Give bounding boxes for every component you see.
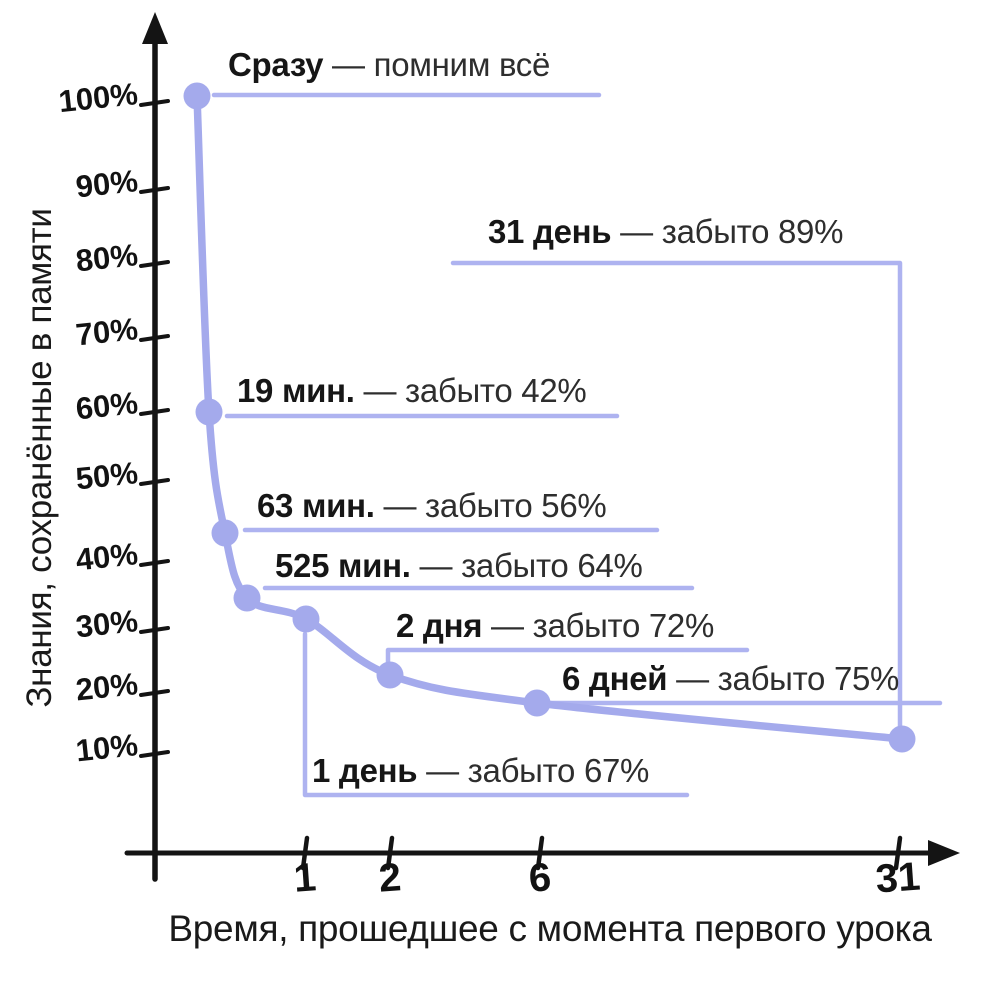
x-axis-tick [300, 835, 310, 871]
y-axis-tick [139, 260, 170, 268]
x-axis-title: Время, прошедшее с момента первого урока [168, 908, 932, 949]
data-point-dot [195, 398, 223, 426]
y-axis-tick [139, 99, 170, 107]
annotation-6-days: 6 дней — забыто 75% [562, 660, 899, 698]
axes-group [124, 12, 960, 882]
annotation-value-label: — забыто 75% [667, 660, 900, 697]
annotation-time-label: 31 день [488, 213, 612, 250]
y-axis-tick [139, 186, 170, 194]
y-axis-arrow-icon [142, 12, 168, 44]
y-axis-tick [139, 750, 170, 758]
x-axis-tick [893, 835, 903, 871]
annotation-time-label: 1 день [312, 752, 418, 789]
x-tick-label-31: 31 [874, 854, 922, 902]
x-tick-label-2: 2 [377, 855, 403, 901]
data-point-dot [233, 584, 261, 612]
forgetting-curve-line [193, 92, 906, 743]
data-point-dot [376, 661, 404, 689]
curve-group [183, 82, 916, 753]
annotation-value-label: — помним всё [323, 46, 551, 83]
y-axis-tick [139, 689, 170, 697]
annotation-time-label: 525 мин. [275, 547, 411, 584]
ticks-group [139, 99, 903, 871]
data-point-dot [888, 725, 916, 753]
data-point-dot [183, 82, 211, 110]
annotation-525-min: 525 мин. — забыто 64% [275, 547, 643, 585]
data-point-dot [523, 689, 551, 717]
data-point-dot [292, 605, 320, 633]
leader-lines-group [211, 92, 943, 798]
annotation-value-label: — забыто 89% [611, 213, 844, 250]
annotation-value-label: — забыто 67% [417, 752, 650, 789]
annotation-value-label: — забыто 72% [482, 607, 715, 644]
annotation-leader-line [450, 260, 903, 730]
x-axis-tick [535, 835, 545, 871]
y-axis-tick [139, 478, 170, 486]
annotation-value-label: — забыто 42% [354, 372, 587, 409]
annotation-time-label: 19 мин. [237, 372, 355, 409]
y-axis-tick [139, 626, 170, 634]
annotation-immediately: Сразу — помним всё [228, 46, 550, 84]
annotation-time-label: Сразу [228, 46, 324, 83]
annotation-time-label: 63 мин. [257, 487, 375, 524]
y-axis-tick [139, 559, 170, 567]
annotation-value-label: — забыто 64% [410, 547, 643, 584]
y-axis-tick [139, 334, 170, 342]
annotation-31-days: 31 день — забыто 89% [488, 213, 843, 251]
annotation-2-days: 2 дня — забыто 72% [396, 607, 714, 645]
annotation-value-label: — забыто 56% [374, 487, 607, 524]
data-point-dot [211, 519, 239, 547]
x-axis-arrow-icon [928, 840, 960, 866]
y-axis-tick [139, 408, 170, 416]
annotation-leader-line [302, 631, 690, 798]
annotation-19-min: 19 мин. — забыто 42% [237, 372, 587, 410]
x-tick-label-1: 1 [292, 855, 318, 901]
annotation-1-day: 1 день — забыто 67% [312, 752, 649, 790]
annotation-leader-line [385, 647, 750, 668]
y-axis-title: Знания, сохранённые в памяти [20, 208, 59, 708]
x-tick-label-6: 6 [527, 855, 553, 901]
annotation-63-min: 63 мин. — забыто 56% [257, 487, 607, 525]
annotation-time-label: 2 дня [396, 607, 483, 644]
annotation-time-label: 6 дней [562, 660, 668, 697]
x-axis-tick [385, 835, 395, 871]
